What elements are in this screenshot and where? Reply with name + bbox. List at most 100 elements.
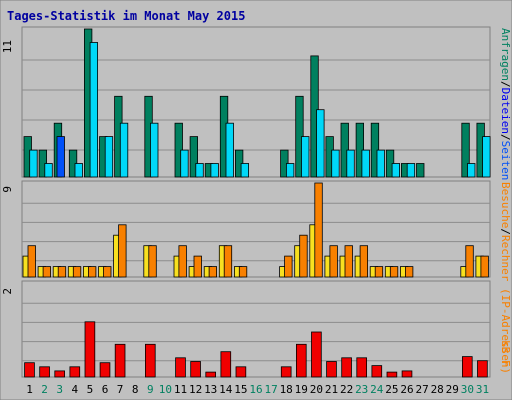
bottom-bar-kbf-day-31 <box>477 360 488 378</box>
bottom-bar-kbf-day-12 <box>190 361 201 378</box>
top-bar-seiten-day-3 <box>56 136 65 178</box>
top-right-label: Anfragen/Dateien/Seiten <box>499 28 512 180</box>
middle-panel-frame <box>21 180 491 278</box>
middle-bar-rechneripadressen-day-30 <box>465 245 474 278</box>
top-bar-dateien-day-4 <box>74 163 83 178</box>
middle-bar-rechneripadressen-day-4 <box>72 266 82 278</box>
top-right-label-part: / <box>499 134 512 141</box>
bottom-bar-kbf-day-20 <box>311 331 322 378</box>
top-bar-dateien-day-9 <box>150 122 159 178</box>
bottom-bar-kbf-day-7 <box>114 343 126 378</box>
bottom-right-label-part: kB F <box>499 340 512 367</box>
day-label-15: 15 <box>234 383 247 396</box>
top-right-label-part: / <box>499 81 512 88</box>
middle-bar-rechneripadressen-day-26 <box>404 266 414 278</box>
day-label-9: 9 <box>147 383 154 396</box>
day-label-26: 26 <box>400 383 413 396</box>
top-bar-dateien-day-26 <box>406 163 416 178</box>
top-bar-dateien-day-13 <box>210 163 219 178</box>
bottom-bar-kbf-day-11 <box>175 357 186 378</box>
top-bar-dateien-day-24 <box>376 149 385 178</box>
top-bar-anfragen-day-30 <box>461 122 470 178</box>
bottom-bar-kbf-day-25 <box>386 371 398 378</box>
day-label-14: 14 <box>219 383 233 396</box>
middle-right-label-part: Rechner (IP-Adressen) <box>499 235 512 374</box>
bottom-bar-kbf-day-3 <box>54 370 65 378</box>
bottom-bar-kbf-day-14 <box>220 351 232 378</box>
day-label-11: 11 <box>174 383 187 396</box>
middle-bar-rechneripadressen-day-24 <box>374 266 384 278</box>
top-bar-dateien-day-19 <box>301 136 310 178</box>
middle-right-label-part: Besuche <box>499 182 512 228</box>
top-bar-dateien-day-12 <box>195 163 204 178</box>
middle-bar-rechneripadressen-day-3 <box>57 266 67 278</box>
top-bar-dateien-day-5 <box>89 42 98 178</box>
bottom-bar-kbf-day-4 <box>69 366 81 378</box>
middle-bar-rechneripadressen-day-15 <box>238 266 248 278</box>
day-label-13: 13 <box>204 383 217 396</box>
bottom-bar-kbf-day-26 <box>401 370 413 378</box>
top-bar-dateien-day-14 <box>225 122 234 178</box>
bottom-bar-kbf-day-15 <box>235 366 247 378</box>
bottom-bar-kbf-day-30 <box>461 356 473 378</box>
bottom-bar-kbf-day-18 <box>280 366 292 378</box>
bottom-bar-kbf-day-9 <box>144 343 156 378</box>
day-label-5: 5 <box>87 383 94 396</box>
day-label-6: 6 <box>102 383 109 396</box>
top-bar-dateien-day-6 <box>104 136 114 178</box>
top-bar-dateien-day-22 <box>346 149 355 178</box>
day-label-16: 16 <box>249 383 262 396</box>
day-label-29: 29 <box>446 383 459 396</box>
chart-bars <box>22 28 491 378</box>
top-bar-dateien-day-31 <box>482 136 491 178</box>
middle-bar-rechneripadressen-day-21 <box>329 245 338 278</box>
bottom-bar-kbf-day-2 <box>39 366 50 378</box>
middle-bar-rechneripadressen-day-2 <box>42 266 51 278</box>
bottom-bar-kbf-day-13 <box>205 371 217 378</box>
bottom-bar-kbf-day-21 <box>326 361 337 378</box>
chart-panels <box>21 26 491 378</box>
day-labels: 1 2 3 4 5 6 7 8 9 10 11 12 13 14 15 16 17 18 19 20 21 22 23 24 2… <box>26 383 489 396</box>
top-right-label-part: Dateien <box>499 88 512 134</box>
middle-ymax-label: 9 <box>1 186 14 193</box>
top-bar-dateien-day-20 <box>316 109 325 178</box>
middle-bar-rechneripadressen-day-31 <box>480 255 489 278</box>
bottom-bar-kbf-day-22 <box>341 357 352 378</box>
top-bar-anfragen-day-27 <box>416 163 425 178</box>
bottom-ymax-label: 2 <box>1 288 14 295</box>
middle-bar-rechneripadressen-day-5 <box>88 266 97 278</box>
middle-bar-rechneripadressen-day-12 <box>193 255 202 278</box>
bottom-bar-kbf-day-19 <box>295 343 307 378</box>
day-label-25: 25 <box>385 383 398 396</box>
middle-bar-rechneripadressen-day-11 <box>178 245 187 278</box>
top-bar-dateien-day-7 <box>119 122 129 178</box>
top-bar-dateien-day-30 <box>467 163 476 178</box>
day-label-8: 8 <box>132 383 139 396</box>
bottom-bar-kbf-day-23 <box>356 357 367 378</box>
day-label-12: 12 <box>189 383 202 396</box>
top-bar-dateien-day-15 <box>240 163 250 178</box>
top-ymax-label: 11 <box>1 40 14 53</box>
middle-right-label-part: / <box>499 228 512 235</box>
top-bar-dateien-day-2 <box>44 163 53 178</box>
bottom-bar-kbf-day-1 <box>24 362 35 378</box>
day-label-18: 18 <box>280 383 293 396</box>
middle-bar-rechneripadressen-day-23 <box>359 245 369 278</box>
day-label-3: 3 <box>56 383 63 396</box>
day-label-1: 1 <box>26 383 33 396</box>
middle-bar-rechneripadressen-day-25 <box>389 266 399 278</box>
bottom-bar-kbf-day-5 <box>84 321 96 378</box>
top-bar-dateien-day-18 <box>285 163 295 178</box>
middle-right-label: Besuche/Rechner (IP-Adressen) <box>499 182 512 374</box>
middle-bar-rechneripadressen-day-6 <box>103 266 112 278</box>
day-label-4: 4 <box>71 383 78 396</box>
top-bar-dateien-day-23 <box>361 149 370 178</box>
middle-bar-rechneripadressen-day-13 <box>208 266 218 278</box>
top-bar-dateien-day-1 <box>29 149 38 178</box>
middle-bar-rechneripadressen-day-19 <box>299 234 308 278</box>
day-label-17: 17 <box>264 383 277 396</box>
middle-bar-rechneripadressen-day-18 <box>284 255 293 278</box>
